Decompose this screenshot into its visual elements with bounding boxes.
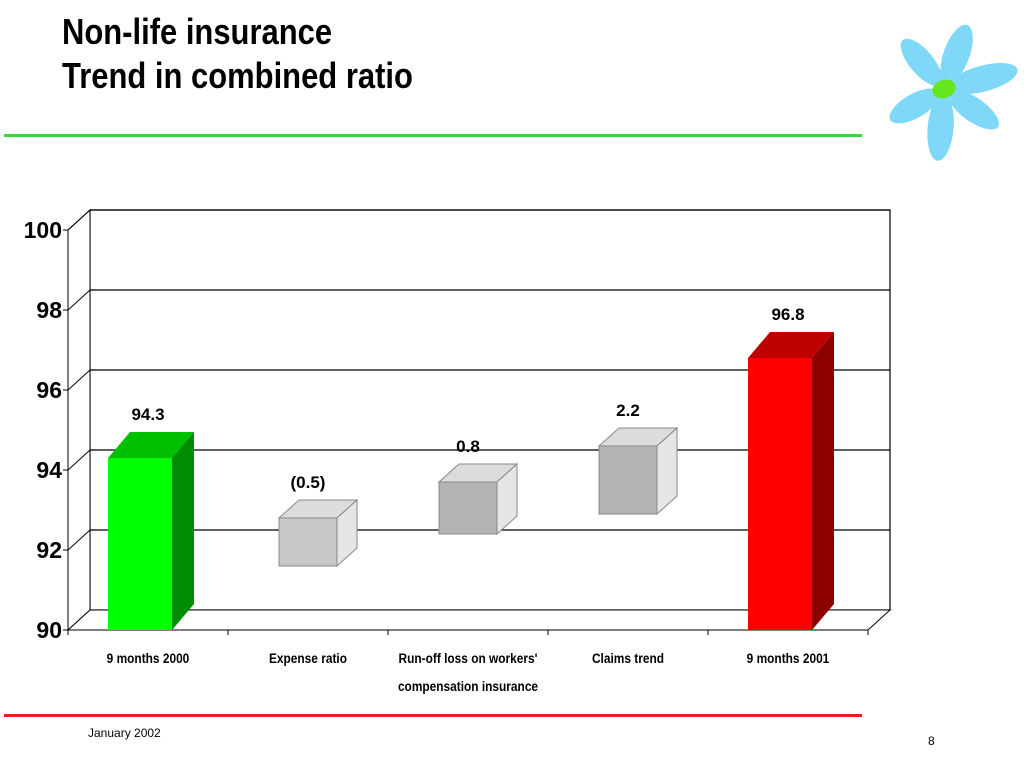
data-label: 96.8 [771, 305, 804, 324]
flower-petals [889, 24, 1018, 161]
gridline-side [67, 209, 91, 231]
y-tick-label: 90 [36, 617, 62, 643]
x-tick-label: Claims trend [592, 650, 664, 666]
left-wall [67, 208, 91, 632]
flower-logo-icon [889, 24, 1018, 161]
title-line-1: Non-life insurance [62, 11, 333, 52]
bar-front-face [278, 517, 338, 567]
y-tick-label: 98 [36, 297, 62, 323]
flower-center [932, 79, 956, 99]
gridline-side [67, 289, 91, 311]
footer-date: January 2002 [88, 726, 161, 740]
flower-petal [927, 94, 954, 161]
flower-petal [889, 88, 940, 124]
data-label: 2.2 [616, 401, 640, 420]
x-tick-label: compensation insurance [398, 678, 538, 694]
bar [597, 426, 679, 516]
bar [108, 432, 194, 630]
bottom-divider [4, 714, 862, 717]
gridline-side [67, 369, 91, 391]
gridline-side [67, 529, 91, 551]
flower-petal [949, 62, 1018, 94]
bar-side-face [172, 432, 194, 630]
bar-side-face [336, 498, 358, 568]
y-tick-label: 96 [36, 377, 62, 403]
title-line-2: Trend in combined ratio [62, 55, 413, 96]
bar [748, 332, 834, 630]
flower-petal [900, 38, 943, 86]
x-tick-label: Expense ratio [269, 650, 347, 666]
y-tick-label: 94 [36, 457, 62, 483]
y-tick-label: 100 [24, 217, 62, 243]
label-layer: 90 92 94 96 98 100 94.3 (0.5) 0.8 2.2 96.8 9 months… [24, 217, 830, 694]
y-tick-label: 92 [36, 537, 62, 563]
bar-side-face [496, 462, 518, 536]
bar-layer [108, 332, 834, 630]
bar-front-face [438, 481, 498, 535]
gridline-side [67, 449, 91, 471]
bar-side-face [812, 332, 834, 630]
data-label: 94.3 [131, 405, 164, 424]
data-label: 0.8 [456, 437, 480, 456]
bar-top-face [748, 332, 834, 358]
top-divider [4, 134, 862, 137]
x-tick-label: Run-off loss on workers' [399, 650, 538, 666]
bar-top-face [108, 432, 194, 458]
bar-side-face [656, 426, 678, 516]
bar-front-face [108, 458, 172, 630]
flower-petal [940, 24, 973, 84]
bar [437, 462, 519, 536]
bar [277, 498, 359, 568]
flower-petal [947, 89, 1000, 130]
bar-front-face [748, 358, 812, 630]
page-number: 8 [928, 734, 935, 748]
x-tick-label: 9 months 2000 [107, 650, 190, 666]
bar-front-face [598, 445, 658, 515]
slide-title: Non-life insurance Trend in combined rat… [62, 10, 413, 98]
x-tick-label: 9 months 2001 [747, 650, 830, 666]
data-label: (0.5) [291, 473, 326, 492]
